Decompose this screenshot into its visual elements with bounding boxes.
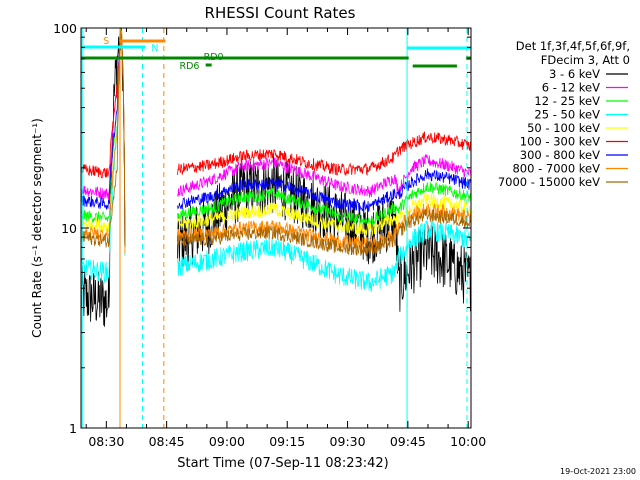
y-tick-label-2: 100 (53, 21, 77, 36)
chart-title: RHESSI Count Rates (205, 4, 356, 22)
y-tick-label-1: 10 (61, 221, 77, 236)
series-line-8 (80, 29, 472, 257)
x-tick-label-2: 09:00 (209, 434, 245, 449)
legend-entry-0: 3 - 6 keV (549, 67, 600, 81)
data-layer (80, 27, 472, 327)
y-axis-label: Count Rate (s⁻¹ detector segment⁻¹) (30, 118, 44, 338)
legend-entry-2: 12 - 25 keV (534, 94, 600, 108)
marker-label-n: N (151, 43, 158, 54)
legend: Det 1f,3f,4f,5f,6f,9f, FDecim 3, Att 0 3… (498, 39, 630, 189)
series-line-5 (80, 31, 472, 248)
legend-entry-3: 25 - 50 keV (534, 108, 600, 122)
x-tick-label-5: 09:45 (390, 434, 426, 449)
legend-entry-8: 7000 - 15000 keV (498, 175, 600, 189)
x-tick-label-6: 10:00 (450, 434, 486, 449)
marker-label-rd0: RD0 (204, 52, 224, 63)
x-tick-label-1: 08:45 (149, 434, 185, 449)
x-axis-label: Start Time (07-Sep-11 08:23:42) (177, 456, 388, 471)
legend-header-line-2: FDecim 3, Att 0 (541, 53, 630, 67)
marker-label-rd6: RD6 (180, 61, 200, 72)
legend-entry-4: 50 - 100 keV (527, 121, 600, 135)
axis-layer: 08:30 08:45 09:00 09:15 09:30 09:45 10:00 1 10 10… (53, 21, 486, 449)
legend-entry-5: 100 - 300 keV (520, 135, 600, 149)
legend-entry-1: 6 - 12 keV (542, 81, 600, 95)
series-line-6 (80, 31, 472, 247)
y-tick-label-0: 1 (69, 421, 77, 436)
generated-timestamp: 19-Oct-2021 23:00 (560, 467, 636, 476)
x-tick-label-4: 09:30 (330, 434, 366, 449)
x-tick-label-3: 09:15 (269, 434, 305, 449)
x-tick-label-0: 08:30 (88, 434, 124, 449)
legend-header-line-1: Det 1f,3f,4f,5f,6f,9f, (516, 39, 630, 53)
legend-entry-6: 300 - 800 keV (520, 148, 600, 162)
legend-entry-7: 800 - 7000 keV (512, 162, 600, 176)
marker-label-s: S (103, 36, 109, 47)
